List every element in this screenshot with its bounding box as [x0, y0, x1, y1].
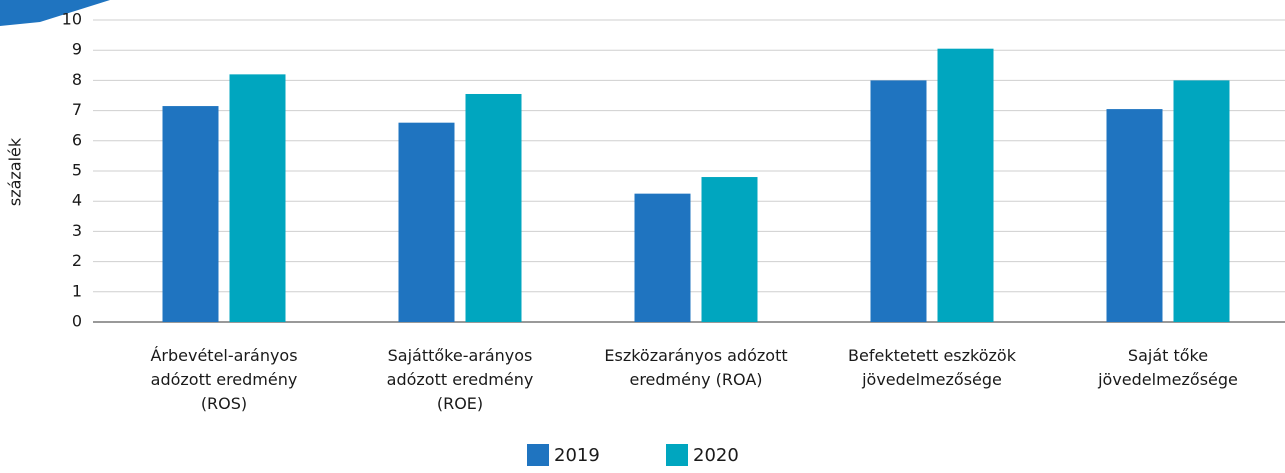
y-tick-label: 7 [72, 100, 82, 119]
y-tick-label: 8 [72, 70, 82, 89]
legend-swatch [527, 444, 549, 466]
x-tick-label: Eszközarányos adózott eredmény (ROA) [604, 346, 787, 389]
legend-label: 2019 [554, 445, 600, 466]
bar [162, 106, 219, 322]
bar [937, 48, 994, 322]
legend-swatch [666, 444, 688, 466]
bar [634, 193, 691, 322]
y-axis-label: százalék [6, 137, 25, 206]
x-tick-label: Saját tőke jövedelmezősége [1097, 346, 1238, 389]
y-tick-label: 0 [72, 312, 82, 331]
y-tick-label: 5 [72, 161, 82, 180]
x-tick-label: Befektetett eszközök jövedelmezősége [848, 346, 1017, 389]
y-tick-label: 1 [72, 281, 82, 300]
bar [1173, 80, 1230, 323]
y-tick-label: 2 [72, 251, 82, 270]
y-tick-label: 3 [72, 221, 82, 240]
x-tick-label: Árbevétel-arányos adózott eredmény (ROS) [150, 346, 297, 413]
y-tick-label: 9 [72, 40, 82, 59]
x-tick-label: Sajáttőke-arányos adózott eredmény (ROE) [387, 346, 534, 413]
corner-decoration [0, 0, 110, 26]
bar [229, 74, 286, 322]
bar [870, 80, 927, 323]
bar [701, 177, 758, 322]
y-tick-label: 4 [72, 191, 82, 210]
y-tick-label: 10 [62, 10, 82, 29]
bar [1106, 109, 1163, 322]
legend-label: 2020 [693, 445, 739, 466]
y-tick-label: 6 [72, 130, 82, 149]
bar [398, 122, 455, 323]
bar [465, 93, 522, 323]
